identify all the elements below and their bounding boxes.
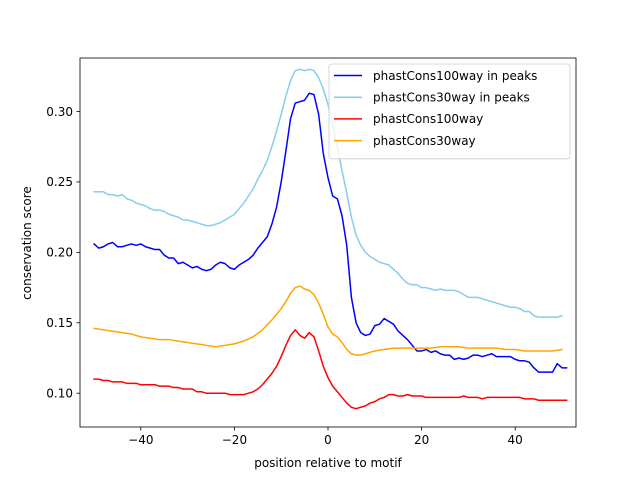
- x-tick-label: −20: [222, 433, 247, 447]
- series-line-1: [93, 68, 563, 318]
- legend: phastCons100way in peaks phastCons30way i…: [328, 63, 571, 160]
- series-line-0: [92, 92, 568, 373]
- legend-label: phastCons100way in peaks: [373, 69, 537, 83]
- x-tick-label: 40: [508, 433, 523, 447]
- y-tick-label: 0.10: [46, 386, 73, 400]
- x-tick-label: 20: [414, 433, 429, 447]
- series-line-3: [93, 285, 563, 356]
- axes: −40 −20 0 20 40 0.10 0.15 0.20 0.25 0.30: [46, 57, 577, 447]
- legend-label: phastCons30way: [373, 134, 476, 148]
- series-line-2: [93, 329, 568, 410]
- y-tick-label: 0.30: [46, 105, 73, 119]
- plot-area: [92, 68, 568, 410]
- y-tick-label: 0.25: [46, 175, 73, 189]
- x-tick-label: 0: [324, 433, 332, 447]
- y-tick-label: 0.20: [46, 246, 73, 260]
- y-tick-label: 0.15: [46, 316, 73, 330]
- legend-label: phastCons30way in peaks: [373, 91, 530, 105]
- x-axis-label: position relative to motif: [254, 456, 402, 470]
- x-tick-label: −40: [128, 433, 153, 447]
- y-axis-label: conservation score: [20, 186, 34, 300]
- legend-box: [328, 63, 571, 160]
- legend-label: phastCons100way: [373, 112, 483, 126]
